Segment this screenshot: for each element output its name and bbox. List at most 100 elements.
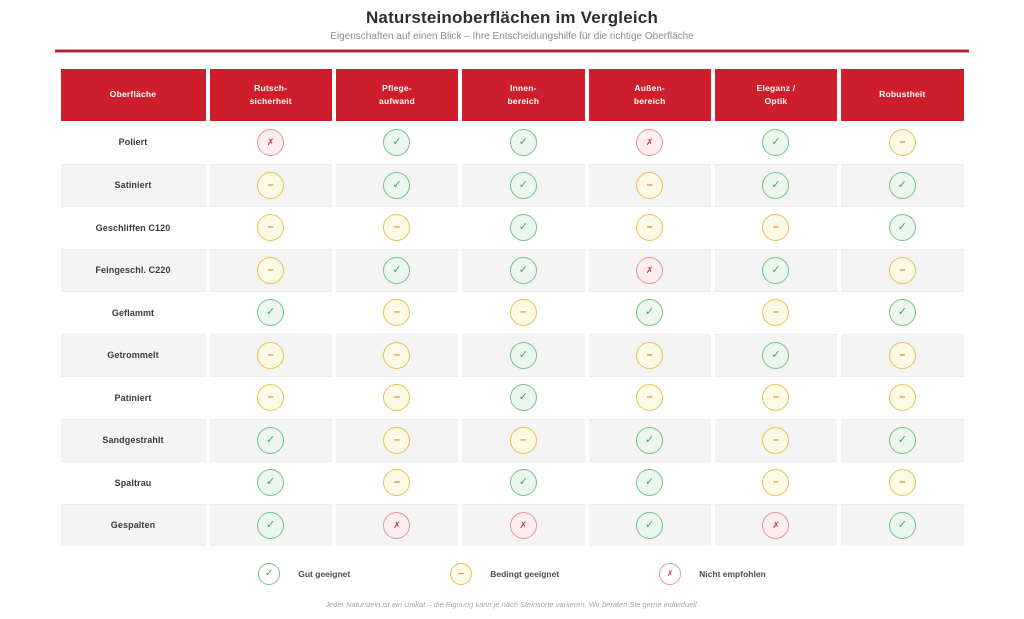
rating-cell: – [841,333,964,376]
column-header-surface: Oberfläche [60,69,206,121]
rating-cell: – [841,121,964,164]
column-header: Pflege- aufwand [335,69,459,121]
rating-cell: ✓ [462,376,585,419]
rating-cell: ✗ [714,503,838,546]
footnote: Jeder Naturstein ist ein Unikat – die Ei… [325,600,699,609]
dash-icon: – [383,299,411,327]
legend-label: Gut geeignet [298,569,351,579]
check-icon: ✓ [509,341,537,369]
page-subtitle: Eigenschaften auf einen Blick – Ihre Ent… [330,31,694,42]
cross-icon: ✗ [383,511,411,539]
check-icon: ✓ [509,256,537,284]
dash-icon: – [257,384,285,412]
cross-icon: ✗ [636,256,664,284]
check-icon: ✓ [258,563,281,585]
rating-cell: ✓ [462,248,585,291]
dash-icon: – [450,563,473,585]
check-icon: ✓ [257,469,285,497]
check-icon: ✓ [888,171,916,199]
rating-cell: – [209,206,332,249]
cross-icon: ✗ [762,511,790,539]
dash-icon: – [888,341,916,369]
check-icon: ✓ [636,469,664,497]
table-row-label-cell: Geschliffen C120 [60,206,206,249]
row-label: Gespalten [110,520,156,531]
rating-cell: ✓ [588,503,711,546]
table-row-label-cell: Gespalten [60,503,206,546]
dash-icon: – [383,426,411,454]
table-row-label-cell: Feingeschl. C220 [60,248,206,291]
row-label: Patiniert [114,392,152,403]
dash-icon: – [636,171,664,199]
rating-cell: ✗ [209,121,332,164]
column-header: Robustheit [841,69,964,121]
dash-icon: – [762,384,790,412]
dash-icon: – [383,214,411,242]
rating-cell: ✓ [209,503,332,546]
rating-cell: – [335,418,459,461]
rating-cell: ✓ [335,163,459,206]
rating-cell: ✗ [335,503,459,546]
page-title: Natursteinoberflächen im Vergleich [365,8,659,27]
check-icon: ✓ [257,299,285,327]
check-icon: ✓ [888,511,916,539]
dash-icon: – [383,469,411,497]
rating-cell: – [209,163,332,206]
dash-icon: – [509,299,537,327]
table-row-label-cell: Poliert [60,121,206,164]
rating-cell: – [335,291,459,334]
table-row-label-cell: Patiniert [60,376,206,419]
check-icon: ✓ [509,171,537,199]
dash-icon: – [888,384,916,412]
rating-cell: ✗ [588,121,711,164]
check-icon: ✓ [257,511,285,539]
cross-icon: ✗ [509,511,537,539]
check-icon: ✓ [888,214,916,242]
column-header: Innen- bereich [462,69,585,121]
dash-icon: – [257,171,285,199]
dash-icon: – [762,426,790,454]
rating-cell: ✓ [335,248,459,291]
rating-cell: – [209,376,332,419]
column-header: Außen- bereich [588,69,711,121]
rating-cell: ✓ [841,291,964,334]
check-icon: ✓ [509,384,537,412]
check-icon: ✓ [509,128,537,156]
check-icon: ✓ [762,256,790,284]
dash-icon: – [888,128,916,156]
check-icon: ✓ [383,256,411,284]
legend-label: Nicht empfohlen [699,569,766,579]
rating-cell: ✓ [462,163,585,206]
rating-cell: – [588,376,711,419]
rating-cell: ✓ [841,503,964,546]
dash-icon: – [257,214,285,242]
cross-icon: ✗ [659,563,682,585]
rating-cell: ✓ [841,163,964,206]
rating-cell: – [209,248,332,291]
rating-cell: ✓ [335,121,459,164]
legend-item: ✓ Gut geeignet [258,563,350,585]
rating-cell: ✓ [462,121,585,164]
rating-cell: ✓ [841,418,964,461]
row-label: Geschliffen C120 [95,222,171,233]
row-label: Sandgestrahlt [102,435,164,446]
legend: ✓ Gut geeignet – Bedingt geeignet ✗ Nicht emp… [0,563,1024,585]
dash-icon: – [383,341,411,369]
rating-cell: – [841,376,964,419]
check-icon: ✓ [636,426,664,454]
check-icon: ✓ [888,299,916,327]
dash-icon: – [762,214,790,242]
rating-cell: ✗ [462,503,585,546]
dash-icon: – [762,469,790,497]
rating-cell: – [462,418,585,461]
rating-cell: – [462,291,585,334]
legend-label: Bedingt geeignet [490,569,560,579]
comparison-table: Oberfläche Rutsch- sicherheit Pflege- aufw… [60,69,964,546]
rating-cell: – [588,163,711,206]
rating-cell: – [209,333,332,376]
rating-cell: ✓ [714,248,838,291]
rating-cell: – [335,333,459,376]
rating-cell: – [841,248,964,291]
dash-icon: – [762,299,790,327]
